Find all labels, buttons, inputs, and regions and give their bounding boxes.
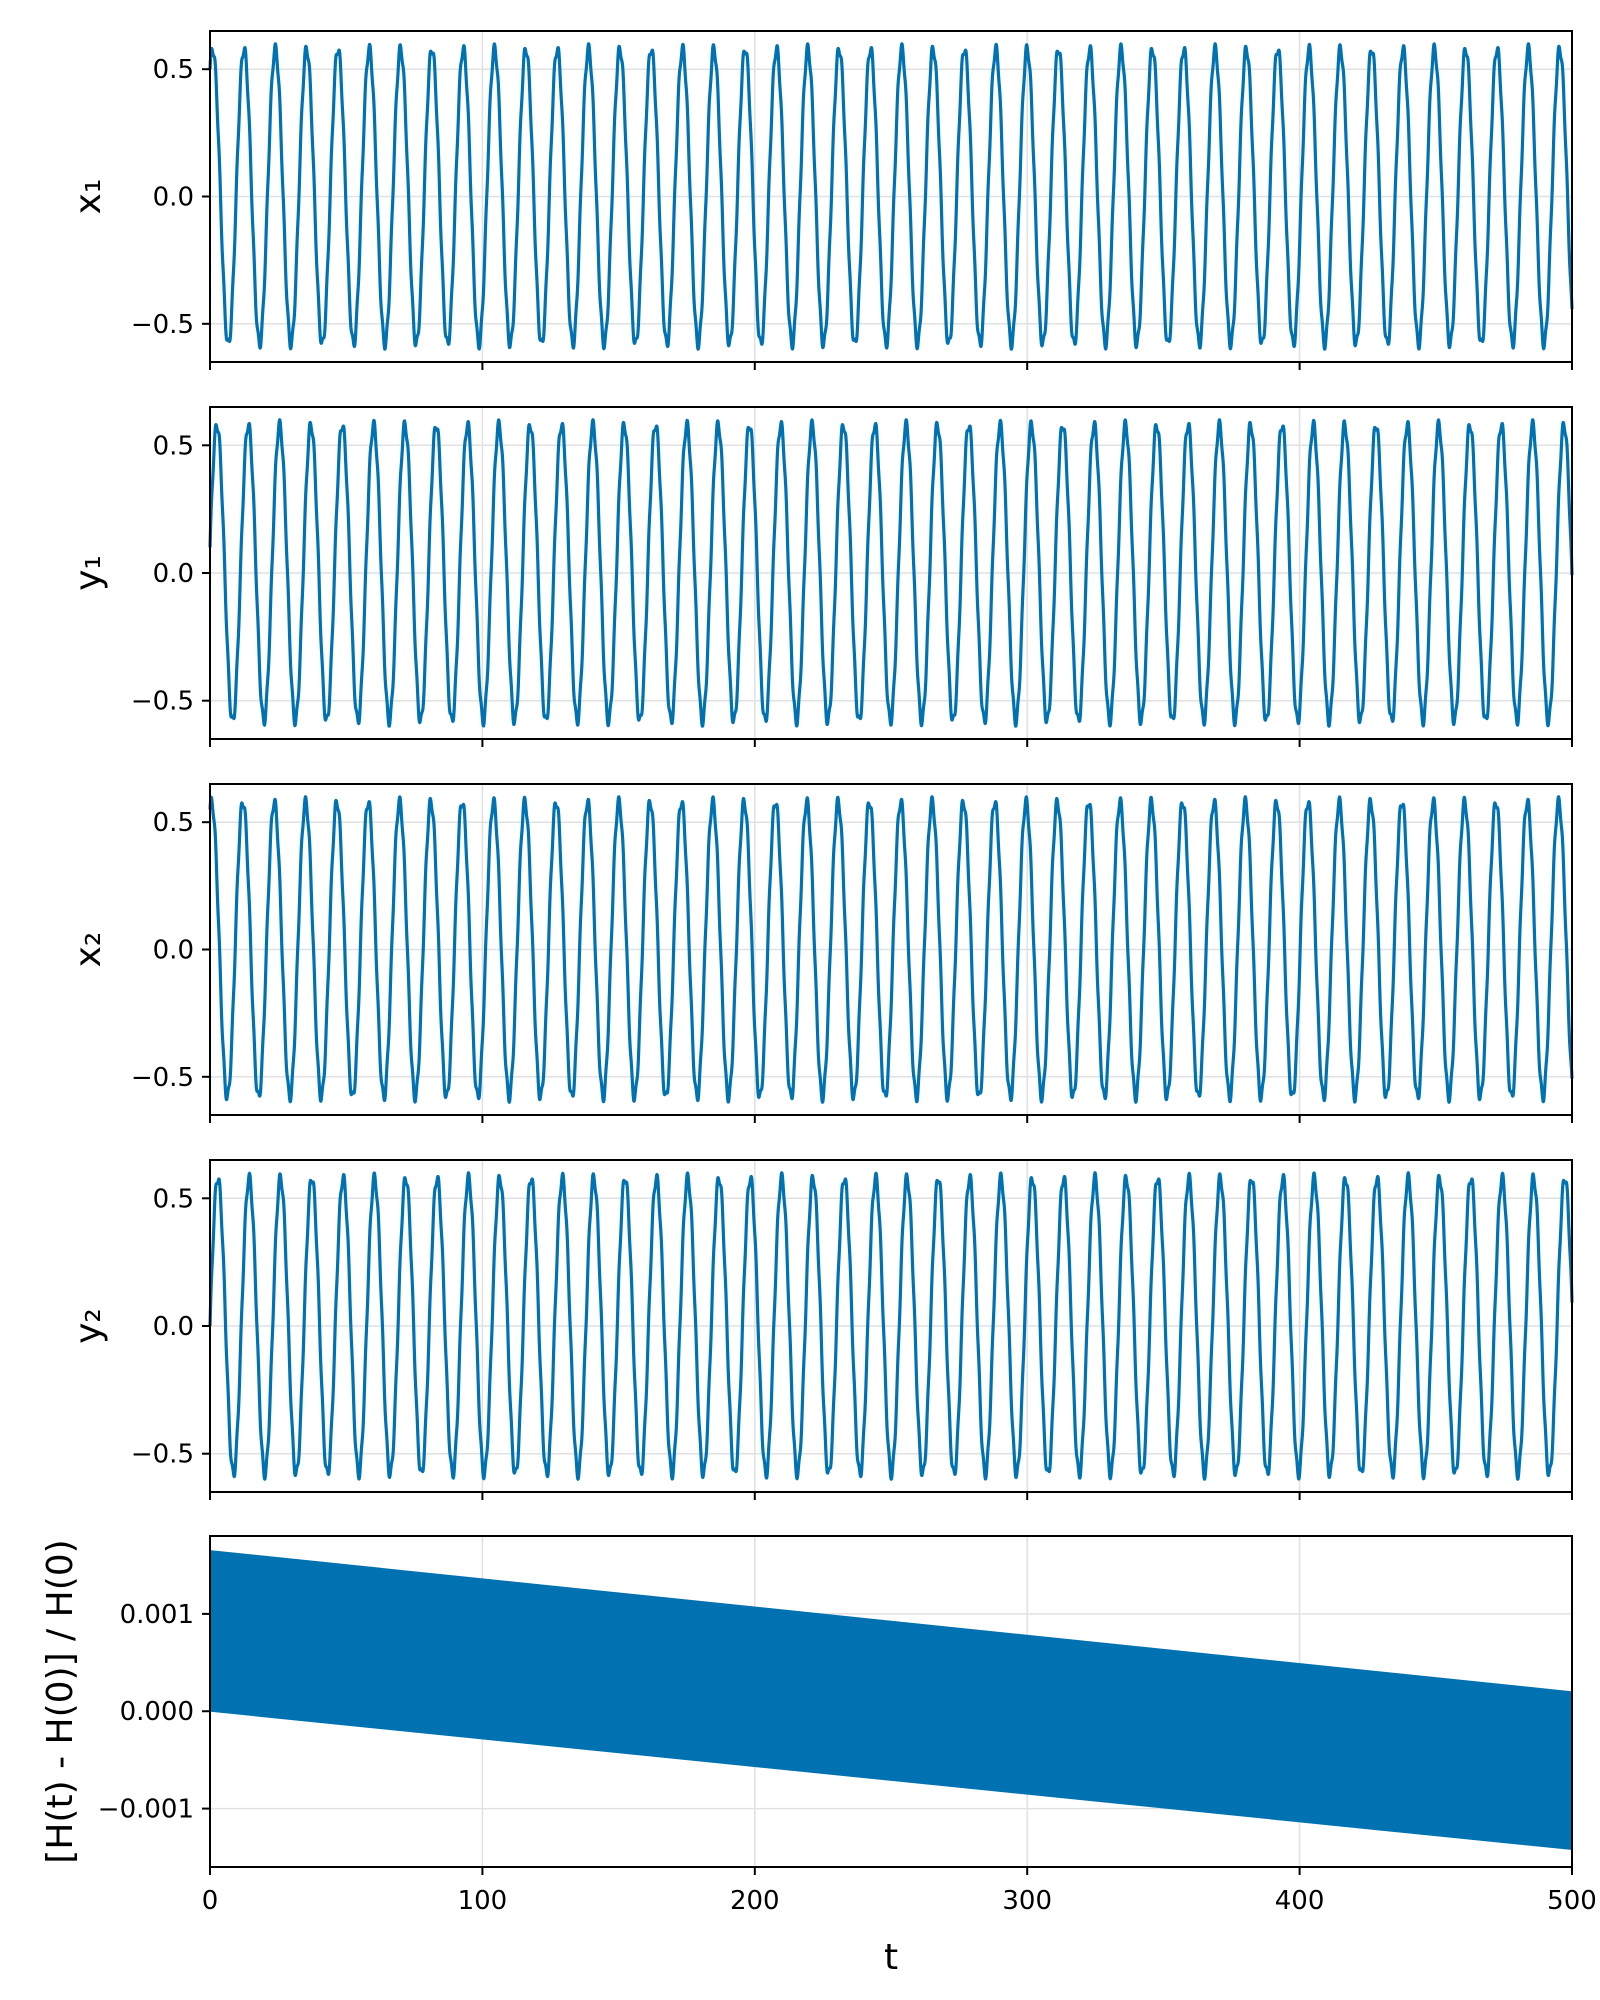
series-line [208,42,1574,351]
y-tick-label: 0.0 [153,936,194,966]
y-axis-label: [H(t) - H(0)] / H(0) [40,1539,81,1863]
y-tick-label: −0.5 [131,1440,194,1470]
y-tick-label: 0.5 [153,431,194,461]
y-tick-label: −0.5 [131,1063,194,1093]
y-tick-label: 0.0 [153,1312,194,1342]
y-tick-label: 0.5 [153,1184,194,1214]
energy-error-band [209,1550,1573,1851]
x-tick-label: 100 [458,1886,508,1916]
x-tick-label: 400 [1275,1886,1325,1916]
panel-4: −0.5 0.0 0.5 y₂ [68,1159,1574,1500]
y-tick-label: −0.001 [98,1795,194,1825]
y-tick-label: 0.0 [153,183,194,213]
series-line [208,1171,1574,1481]
y-tick-label: 0.5 [153,55,194,85]
y-tick-label: 0.5 [153,808,194,838]
series-line [208,795,1574,1104]
y-tick-label: 0.0 [153,559,194,589]
panel-1: −0.5 0.0 0.5 x₁ [68,30,1574,370]
y-axis-label: y₁ [68,555,109,591]
panel-2: −0.5 0.0 0.5 y₁ [68,406,1574,747]
panel-3: −0.5 0.0 0.5 x₂ [68,783,1574,1123]
y-axis-label: y₂ [68,1308,109,1344]
series-line [208,418,1574,728]
y-axis-label: x₂ [68,932,109,968]
x-tick-label: 300 [1002,1886,1052,1916]
y-tick-label: 0.000 [120,1697,194,1727]
axes-frame [209,1535,1573,1868]
y-axis-label: x₁ [68,179,109,215]
x-axis-label: t [884,1937,898,1978]
y-tick-label: −0.5 [131,310,194,340]
y-tick-label: 0.001 [120,1600,194,1630]
y-tick-label: −0.5 [131,687,194,717]
panel-5: −0.001 0.000 0.001 0 100 200 300 400 500 [H(t) - … [40,1535,1597,1978]
x-tick-label: 200 [730,1886,780,1916]
x-tick-label: 500 [1547,1886,1597,1916]
x-tick-label: 0 [202,1886,219,1916]
